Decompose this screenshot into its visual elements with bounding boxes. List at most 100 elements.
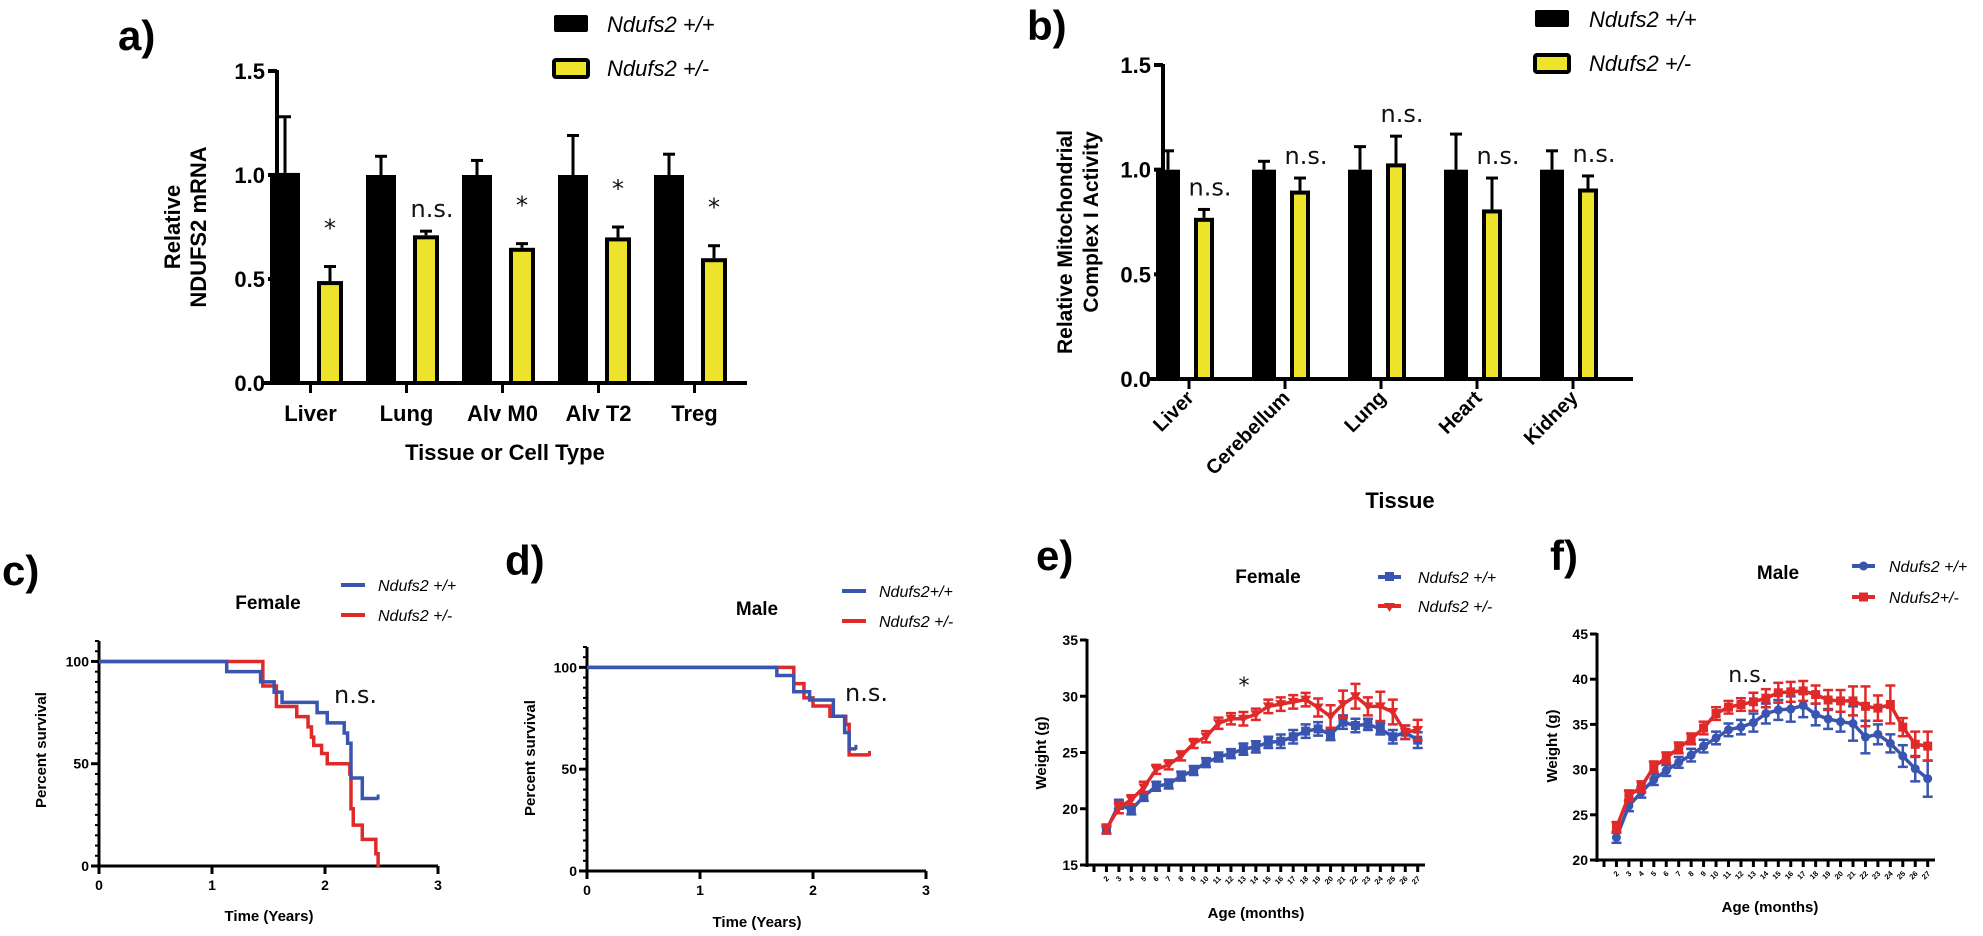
data-point: [1786, 704, 1796, 714]
data-point: [1288, 732, 1298, 742]
legend-swatch-het: [1533, 53, 1571, 74]
significance-annotation: n.s.: [845, 679, 888, 707]
panel-c-label: c): [2, 547, 39, 594]
data-point: [1711, 709, 1721, 719]
data-point: [1686, 734, 1696, 744]
data-point: [1374, 702, 1386, 712]
data-point: [1275, 700, 1287, 710]
y-tick-label: 45: [1572, 626, 1588, 642]
data-point: [1736, 722, 1746, 732]
panel-f-label: f): [1550, 532, 1578, 579]
panel-d-male-survival: d) Male 0 50 100 0 1 2 3 n.s. Time (Years) Perc…: [505, 537, 953, 931]
significance-annotation: n.s.: [1381, 100, 1424, 128]
data-point: [1873, 703, 1883, 713]
x-category-label: Kidney: [1520, 386, 1583, 449]
x-category-label: Alv M0: [467, 401, 538, 426]
y-tick-label: 1.0: [234, 163, 265, 188]
data-point: [1213, 719, 1224, 729]
data-point: [1388, 732, 1398, 742]
legend-label-het: Ndufs2 +/-: [607, 56, 709, 81]
data-point: [1661, 766, 1671, 776]
data-point: [1312, 703, 1324, 713]
data-point: [1860, 732, 1870, 742]
x-tick-label: 27: [1920, 869, 1932, 881]
data-point: [1226, 749, 1236, 759]
survival-curve-wildtype: [99, 659, 379, 801]
data-point: [1225, 714, 1237, 724]
bar-ndufs2-: [1386, 163, 1406, 381]
significance-annotation: *: [516, 192, 528, 220]
x-category-label: Lung: [380, 401, 434, 426]
x-tick-label: 23: [1360, 874, 1372, 886]
legend-swatch-wildtype: [554, 15, 588, 32]
data-point: [1674, 743, 1684, 753]
x-category-label: Heart: [1435, 387, 1487, 439]
x-tick-label: 3: [1624, 869, 1633, 878]
panel-b-y-axis-title-line1: Relative Mitochondrial: [1054, 130, 1077, 354]
x-tick-label: 17: [1285, 874, 1297, 886]
significance-annotation: *: [324, 215, 336, 243]
significance-annotation: n.s.: [1189, 173, 1232, 201]
data-point: [1724, 702, 1733, 712]
bar-ndufs2-: [1252, 169, 1276, 379]
data-point: [1151, 781, 1161, 791]
survival-curve-het: [587, 665, 870, 757]
panel-c-x-axis-title: Time (Years): [225, 908, 314, 925]
x-tick-label: 1: [696, 882, 704, 898]
x-tick-label: 2: [1612, 869, 1621, 878]
data-point: [1624, 791, 1634, 801]
panel-a-label: a): [118, 12, 155, 59]
data-point: [1362, 702, 1374, 712]
data-point: [1150, 765, 1162, 775]
x-tick-label: 20: [1833, 869, 1845, 881]
data-point: [1910, 739, 1920, 749]
bar-ndufs2-: [1194, 217, 1214, 381]
data-point: [1164, 779, 1174, 789]
data-point: [1798, 700, 1808, 710]
legend-label-wildtype: Ndufs2 +/+: [1889, 559, 1967, 576]
x-tick-label: 12: [1733, 869, 1745, 881]
significance-annotation: n.s.: [1573, 140, 1616, 168]
x-tick-label: 17: [1795, 869, 1807, 881]
bar-ndufs2-: [1348, 169, 1372, 379]
data-point: [1811, 709, 1821, 719]
legend-label-het: Ndufs2+/-: [1889, 590, 1959, 607]
y-tick-label: 0: [81, 858, 89, 874]
data-point: [1649, 762, 1659, 772]
x-tick-label: 15: [1770, 869, 1782, 881]
x-tick-label: 6: [1151, 874, 1160, 883]
legend-label-wildtype: Ndufs2+/+: [879, 584, 953, 601]
y-tick-label: 100: [554, 659, 578, 675]
x-tick-label: 25: [1895, 869, 1907, 881]
x-tick-label: 0: [95, 877, 103, 893]
x-tick-label: 18: [1298, 874, 1310, 886]
panel-f-title: Male: [1757, 563, 1799, 584]
panel-d-marks: 0 50 100 0 1 2 3 n.s.: [554, 646, 930, 898]
legend-label-wildtype: Ndufs2 +/+: [378, 578, 456, 595]
y-tick-label: 1.5: [1120, 53, 1151, 78]
x-category-label: Liver: [284, 401, 337, 426]
data-point: [1773, 705, 1783, 715]
panel-d-title: Male: [736, 599, 778, 620]
panel-d-legend: Ndufs2+/+ Ndufs2 +/-: [842, 584, 953, 631]
data-point: [1100, 825, 1112, 834]
x-tick-label: 24: [1883, 868, 1896, 881]
data-point: [1201, 758, 1211, 768]
x-tick-label: 22: [1348, 874, 1360, 886]
series-het: [1100, 682, 1424, 835]
data-point: [1363, 719, 1373, 729]
data-point: [1250, 710, 1262, 720]
bar-ndufs2-: [701, 258, 727, 386]
x-tick-label: 14: [1248, 873, 1261, 886]
x-tick-label: 11: [1211, 874, 1223, 886]
panel-b-marks: 0.0 0.5 1.0 1.5 Liver n.s. Cerebellum n.s. Lung n…: [1120, 53, 1633, 480]
x-category-label: Treg: [671, 401, 717, 426]
x-tick-label: 2: [1102, 874, 1111, 883]
x-tick-label: 4: [1636, 868, 1646, 878]
data-point: [1125, 795, 1137, 805]
legend-marker-square: [1385, 572, 1394, 581]
panel-a-x-axis-title: Tissue or Cell Type: [405, 440, 605, 465]
panel-a-marks: 0.0 0.5 1.0 1.5 Liver * Lung n.s. Alv M0 * Alv T2 *…: [234, 59, 747, 426]
data-point: [1375, 724, 1385, 734]
